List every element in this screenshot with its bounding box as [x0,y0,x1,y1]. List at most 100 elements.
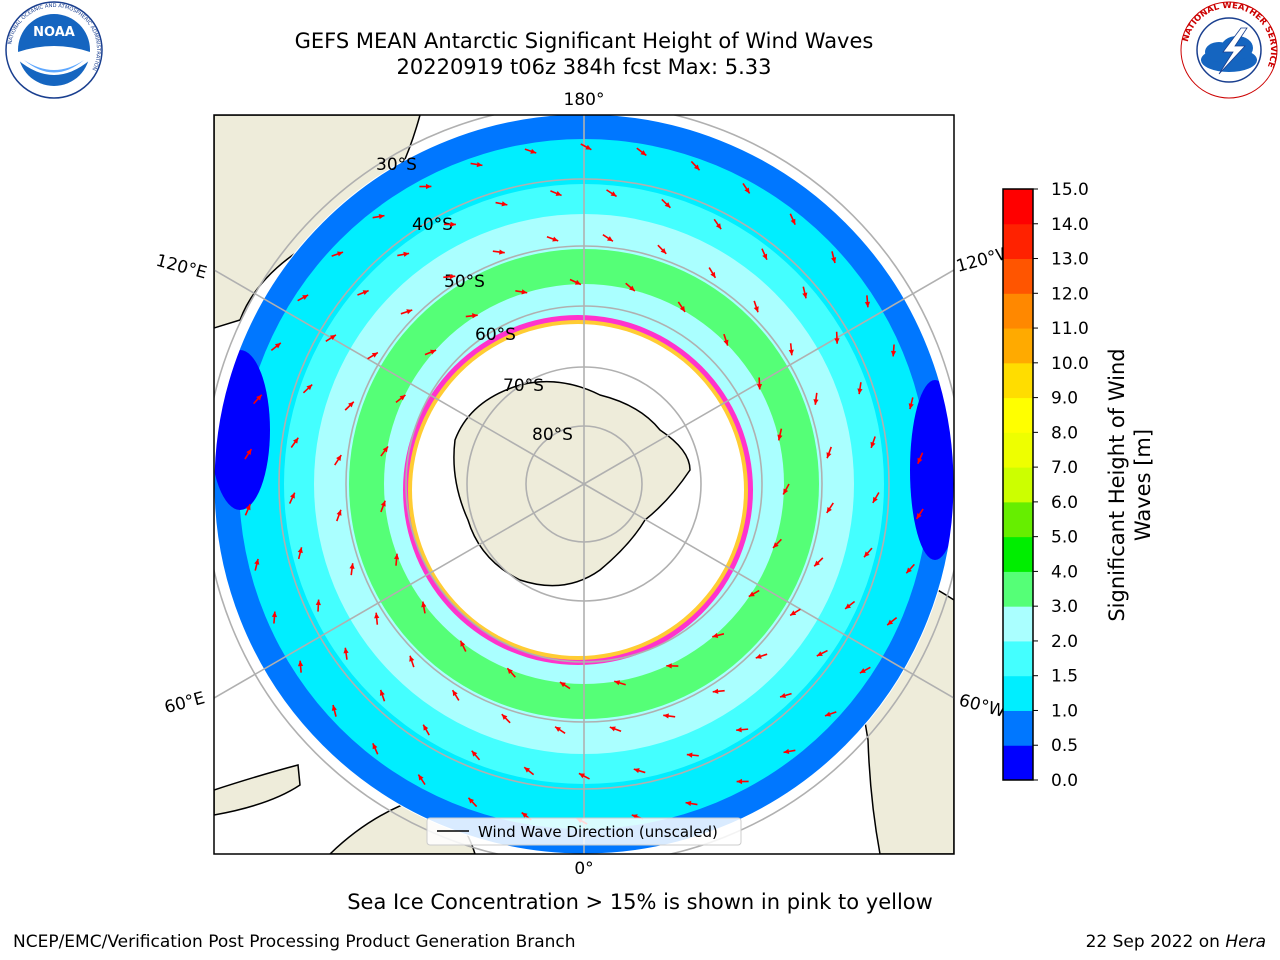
wave-arrow-head [712,688,719,694]
wave-arrow-head [271,611,278,618]
wave-arrow-head [380,500,386,507]
wave-arrow-head [578,773,585,779]
wave-arrow-head [449,274,456,280]
wave-arrow-head [329,334,336,340]
wave-arrow-head [813,399,819,405]
colorbar-tick-label: 2.0 [1051,632,1078,652]
wave-arrow-head [254,558,260,565]
wave-arrow-head [864,301,871,308]
colorbar-segment [1003,189,1033,225]
wave-arrow-head [293,437,299,444]
colorbar-frame [1002,188,1034,781]
wave-arrow-head [418,774,424,781]
colorbar-segment [1003,675,1033,711]
wave-arrow-head [887,619,894,626]
wave-arrow-head [472,313,478,319]
wave-arrow-head [499,249,505,255]
wave-arrow-head [664,202,671,208]
wave-arrow-head [802,292,808,299]
wave-arrow-head [362,290,369,296]
wave-arrow-head [450,221,456,228]
legend-label: Wind Wave Direction (unscaled) [478,823,718,841]
wave-arrow-head [297,660,304,667]
wave-arrow-head [331,705,337,711]
wave-arrow-head [606,236,613,242]
wave-arrow-head [679,305,686,312]
wave-arrow-head [715,223,722,230]
wave-arrow-head [399,394,406,401]
wave-arrow-head [382,446,389,453]
colorbar-tick-label: 10.0 [1051,354,1089,374]
footer-credit: NCEP/EMC/Verification Post Processing Pr… [13,932,576,952]
wave-arrow-head [633,768,640,774]
wave-arrow-head [686,752,693,758]
wave-arrow-head [403,251,410,257]
wave-arrow-head [555,726,562,732]
wave-arrow-head [555,190,562,196]
wave-arrow-head [406,309,413,315]
wave-arrow-head [814,560,820,567]
colorbar: 0.0 0.5 1.0 1.5 2.0 3.0 4.0 5.0 6.0 7.0 8.0 9.0 10.0… [1002,180,1089,791]
colorbar-tick-label: 12.0 [1051,284,1089,304]
wave-arrow-head [870,441,876,448]
wave-arrow-head [816,651,823,657]
colorbar-segment [1003,293,1033,329]
meridian-60e [214,483,585,699]
lon-label-180: 180° [564,90,605,110]
colorbar-segment [1003,606,1033,642]
colorbar-segment [1003,467,1033,503]
wave-arrow-head [274,342,281,349]
wave-arrow-head [753,306,759,313]
colorbar-segment [1003,328,1033,364]
noaa-logo-text: NOAA [33,25,75,40]
wave-arrow-head [834,338,840,344]
meridian-120e [214,269,585,485]
footer-date-text: 22 Sep 2022 on [1085,932,1220,952]
footer-date: 22 Sep 2022 on Hera [1086,932,1266,952]
wave-arrow-head [864,551,870,558]
colorbar-tick-label: 14.0 [1051,215,1089,235]
wave-arrow-head [409,655,415,662]
lat-label-40s: 40°S [412,215,453,235]
wave-arrow-head [507,668,513,674]
colorbar-tick-label: 6.0 [1051,493,1078,513]
wave-arrow-head [773,542,779,548]
wave-arrow-head [917,457,923,464]
wave-arrow-head [336,455,342,462]
wave-arrow-head [890,350,897,357]
wave-arrow-head [609,726,616,732]
meridian-60w [583,483,954,699]
colorbar-segment [1003,432,1033,468]
map-frame [213,114,955,855]
wave-arrow-head [256,394,262,401]
lon-label-120e: 120°E [154,251,209,284]
sea-ice-note: Sea Ice Concentration > 15% is shown in … [347,890,933,914]
wave-arrow-head [476,161,483,168]
wave-arrow-head [349,563,355,569]
wave-arrow-head [693,164,700,171]
wave-arrow-head [824,711,831,717]
wave-arrow-head [712,632,719,638]
chart-subtitle: 20220919 t06z 384h fcst Max: 5.33 [396,55,772,79]
colorbar-segment [1003,397,1033,433]
wave-arrow-head [748,591,755,597]
wave-arrow-head [585,144,592,150]
wave-arrow-head [710,271,716,278]
wave-arrow-head [343,647,349,654]
colorbar-tick-label: 0.5 [1051,736,1078,756]
wave-arrow-head [736,778,743,785]
wave-arrow-head [501,201,508,207]
wave-arrow-head [574,279,581,285]
colorbar-segment [1003,640,1033,677]
wave-arrow-head [826,506,832,513]
wave-arrow-head [245,504,251,511]
wave-arrow-head [777,434,783,441]
wave-arrow-head [290,492,295,499]
wave-arrow-head [685,800,692,807]
wave-arrow-head [559,682,566,688]
wave-arrow-head [521,812,528,818]
wave-arrow-head [908,403,914,410]
wave-arrow-head [906,567,912,574]
lat-label-30s: 30°S [376,155,417,175]
